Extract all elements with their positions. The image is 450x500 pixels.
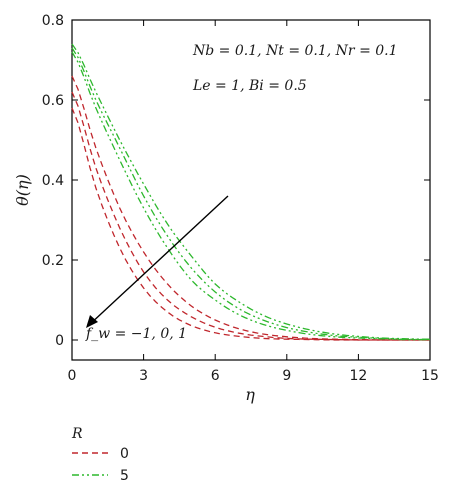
annotation-params-2: Le = 1, Bi = 0.5 xyxy=(192,78,307,94)
trend-arrow-line xyxy=(87,195,229,327)
tick-labels: 0 3 6 9 12 15 0 0.2 0.4 0.6 0.8 xyxy=(42,13,439,384)
series-line-r0-fw-1 xyxy=(71,75,430,341)
series-line-r5-fw1 xyxy=(71,51,430,341)
series-line-r5-fw-1 xyxy=(71,43,431,340)
x-axis-label: η xyxy=(245,385,255,404)
y-tick-label: 0.2 xyxy=(42,253,64,269)
legend-title: R xyxy=(71,426,83,442)
x-tick-label: 12 xyxy=(349,368,367,384)
plot-frame xyxy=(71,19,431,361)
x-tick-label: 6 xyxy=(211,368,220,384)
x-tick-label: 3 xyxy=(139,368,148,384)
trend-arrow-head xyxy=(86,315,98,328)
x-tick-label: 9 xyxy=(282,368,291,384)
y-tick-label: 0.6 xyxy=(42,93,64,109)
annotation-params-1: Nb = 0.1, Nt = 0.1, Nr = 0.1 xyxy=(192,43,398,59)
y-tick-label: 0.8 xyxy=(42,13,64,29)
series-group xyxy=(71,43,431,341)
series-line-r0-fw0 xyxy=(71,91,430,341)
series-line-r0-fw1 xyxy=(71,107,430,341)
x-tick-label: 15 xyxy=(421,368,439,384)
legend-label-r5: 5 xyxy=(120,468,129,484)
axis-ticks xyxy=(71,19,431,360)
annotation-fw: f_w = −1, 0, 1 xyxy=(85,326,187,342)
legend-label-r0: 0 xyxy=(120,446,129,462)
y-axis-label: θ(η) xyxy=(13,174,32,206)
x-tick-label: 0 xyxy=(68,368,77,384)
y-tick-label: 0 xyxy=(55,333,64,349)
y-tick-label: 0.4 xyxy=(42,173,64,189)
